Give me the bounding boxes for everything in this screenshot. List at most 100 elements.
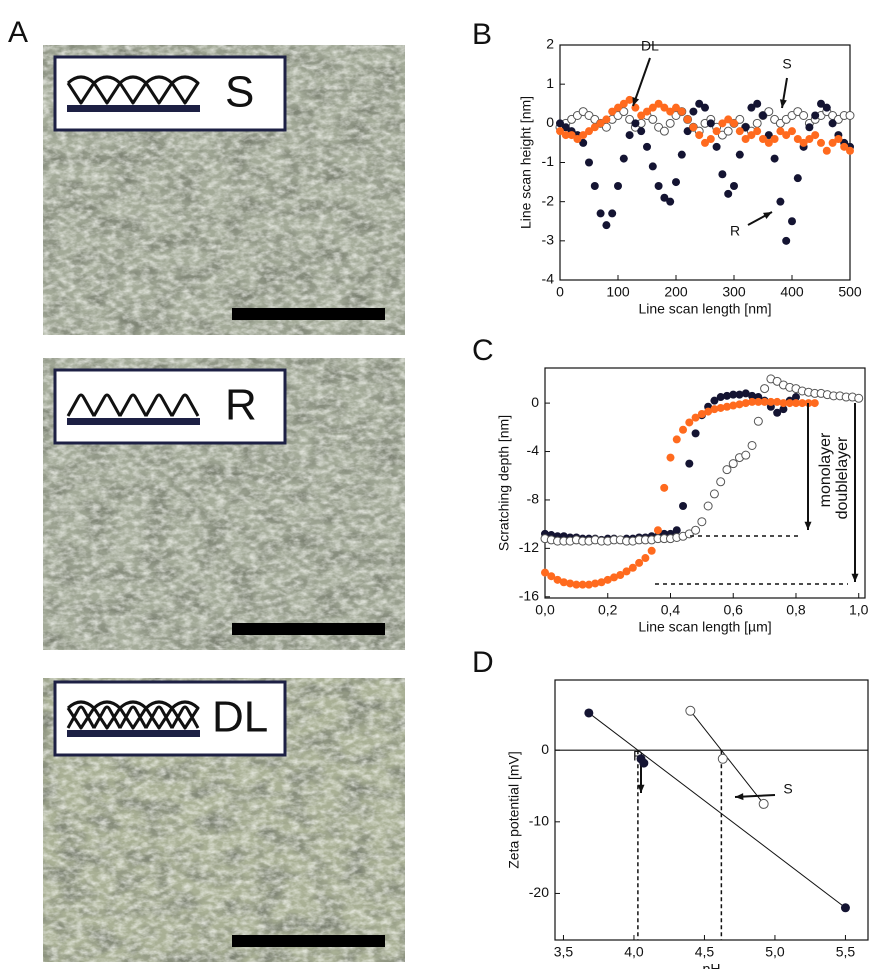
data-point [785,399,794,408]
annotation: doublelayer [834,436,851,519]
data-point [614,103,622,112]
data-point [567,131,576,140]
data-point [817,138,825,147]
data-point [753,99,762,108]
data-point [608,107,617,116]
arrow-head [779,99,787,108]
data-point [758,798,769,809]
data-point [741,399,750,408]
arrow-head [763,212,772,220]
data-point [748,397,757,406]
protein-schematic [66,75,200,105]
data-point [718,119,727,128]
panel-a: A S R DL [8,16,405,962]
inset-label: DL [212,693,268,742]
data-point [710,405,719,414]
data-point [660,193,669,202]
inset-box [53,680,287,757]
y-tick-label: -4 [527,442,540,458]
data-point [840,142,849,151]
data-point [647,546,656,555]
annotation: DL [641,38,659,54]
data-point [791,399,800,408]
data-point [625,131,634,140]
data-point [834,135,843,143]
data-point [776,127,785,136]
data-point [573,135,582,143]
data-point [799,111,809,120]
y-tick-label: -2 [542,192,555,208]
data-point [791,393,800,402]
x-tick-label: 4,0 [624,944,644,960]
data-point [665,118,675,128]
data-point [648,103,657,112]
data-point [637,111,646,120]
data-point [793,135,802,143]
data-point [712,127,721,136]
fit-line [588,712,846,909]
data-point [779,405,788,414]
data-point [559,578,568,587]
data-point [691,429,700,438]
data-point [828,119,837,128]
panel-label: B [472,18,492,51]
data-point [553,575,562,584]
data-point [706,135,715,143]
data-point [701,138,709,147]
data-point [685,418,694,427]
data-point [728,459,738,469]
data-point [561,131,570,140]
data-point [653,526,662,535]
data-point [691,525,701,535]
data-point [706,119,715,128]
plot-frame [554,679,869,941]
panel-label: A [8,16,28,49]
y-axis-label: Scratching depth [nm] [496,415,512,551]
data-point [677,150,686,159]
data-point [747,131,756,140]
y-tick-label: 0 [541,741,549,757]
data-point [759,111,767,120]
annotation: monolayer [817,432,834,507]
data-point [730,182,738,190]
arrow-head [632,97,640,106]
inset-label: S [225,68,254,117]
x-tick-label: 1,0 [849,602,869,618]
data-point [846,146,854,155]
data-point [710,396,719,405]
x-tick-label: 500 [838,284,862,300]
data-point [760,397,769,406]
data-point [672,103,680,112]
data-point [752,118,762,128]
x-tick-label: 300 [722,284,746,300]
protein-schematic [66,700,200,730]
x-tick-label: 200 [664,284,688,300]
y-tick-label: -3 [542,232,555,248]
data-point [660,483,669,492]
data-point [541,568,549,577]
data-point [683,127,692,136]
data-point [579,138,588,147]
data-point [753,127,762,136]
data-point [572,580,581,589]
data-point [788,217,796,226]
data-point [810,399,819,408]
data-point [635,558,644,567]
scale-bar [232,623,385,635]
data-point [637,127,646,136]
x-tick-label: 400 [780,284,804,300]
data-point [685,459,694,468]
data-point [716,393,725,402]
data-point [748,391,757,400]
data-point [779,399,788,408]
data-point [793,174,802,183]
data-point [602,221,611,230]
data-point [770,135,779,143]
data-point [759,135,767,143]
data-point [566,579,575,588]
data-point [648,114,658,124]
scale-bar [232,935,385,947]
data-point [641,554,650,563]
y-tick-label: -12 [519,539,539,555]
